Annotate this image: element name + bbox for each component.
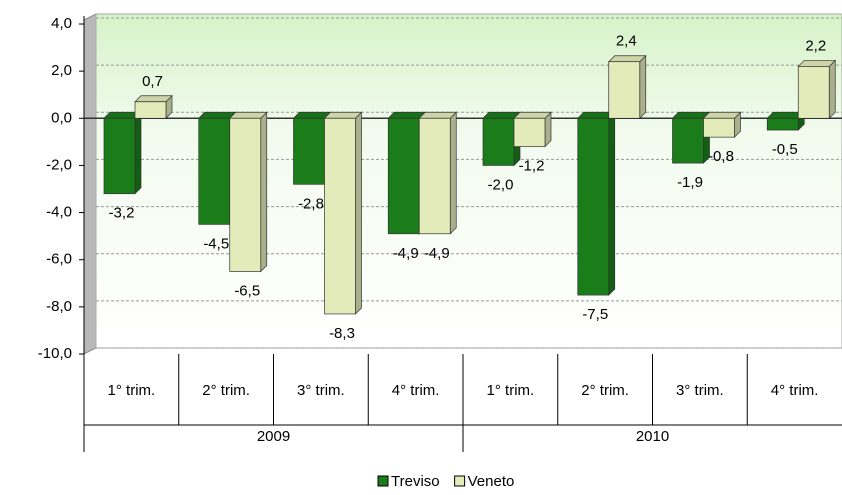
y-tick-label: -10,0 — [38, 345, 72, 362]
value-label: -1,9 — [677, 174, 703, 191]
bar — [324, 117, 356, 315]
bar — [418, 117, 451, 235]
bar — [513, 117, 546, 147]
value-label: -2,8 — [298, 195, 324, 212]
legend-label: Veneto — [468, 473, 515, 490]
y-tick-label: -8,0 — [46, 298, 72, 315]
group-label: 2009 — [257, 428, 290, 445]
x-tick-label: 2° trim. — [581, 382, 629, 399]
value-label: -8,3 — [329, 325, 355, 342]
y-tick-label: -2,0 — [46, 156, 72, 173]
bar-side — [639, 54, 647, 120]
legend-swatch — [454, 475, 466, 487]
bar-top — [607, 55, 647, 63]
legend-swatch — [377, 475, 389, 487]
bar — [293, 117, 325, 185]
value-label: -6,5 — [234, 282, 260, 299]
bar — [797, 66, 830, 119]
y-tick-label: 0,0 — [51, 109, 72, 126]
value-label: -0,8 — [708, 148, 734, 165]
bar — [577, 117, 610, 296]
bar-side — [449, 111, 457, 235]
bar — [703, 117, 735, 138]
bar — [198, 117, 231, 225]
bar-side — [828, 59, 836, 120]
bar-top — [418, 111, 458, 119]
bar-top — [797, 60, 837, 67]
bar — [387, 117, 420, 235]
value-label: -3,2 — [109, 205, 135, 222]
value-label: -4,9 — [424, 245, 450, 262]
x-tick-label: 3° trim. — [297, 382, 345, 399]
value-label: -4,9 — [393, 245, 419, 262]
x-tick-label: 4° trim. — [771, 382, 819, 399]
value-label: 2,2 — [805, 37, 826, 54]
x-tick-label: 1° trim. — [108, 382, 156, 399]
bar-top — [513, 111, 552, 119]
bar-side — [355, 111, 362, 315]
bar-top — [702, 111, 742, 119]
y-tick-label: 2,0 — [51, 62, 72, 79]
bar — [134, 101, 167, 119]
bar-side — [260, 111, 268, 273]
bar-side — [134, 111, 142, 195]
side-wall — [83, 13, 97, 355]
value-label: 0,7 — [142, 73, 163, 90]
value-label: -0,5 — [772, 141, 798, 158]
y-tick-label: -6,0 — [46, 251, 72, 268]
legend-label: Treviso — [391, 473, 440, 490]
value-label: -1,2 — [519, 158, 545, 175]
value-label: -4,5 — [203, 235, 229, 252]
bar — [672, 117, 704, 164]
bar-top — [228, 111, 268, 119]
bar — [103, 117, 136, 195]
group-label: 2010 — [636, 428, 669, 445]
y-tick-label: 4,0 — [51, 15, 72, 32]
value-label: -2,0 — [488, 176, 514, 193]
value-label: 2,4 — [616, 33, 637, 50]
bar-top — [134, 95, 173, 103]
value-label: -7,5 — [582, 306, 608, 323]
x-tick-label: 4° trim. — [392, 382, 440, 399]
x-tick-label: 3° trim. — [676, 382, 724, 399]
bar — [766, 117, 799, 131]
bar — [229, 117, 262, 272]
bar-side — [608, 111, 616, 296]
bar — [482, 117, 515, 166]
x-tick-label: 1° trim. — [487, 382, 535, 399]
bar-top — [323, 111, 363, 119]
x-tick-label: 2° trim. — [202, 382, 250, 399]
y-tick-label: -4,0 — [46, 204, 72, 221]
bar — [608, 61, 641, 119]
